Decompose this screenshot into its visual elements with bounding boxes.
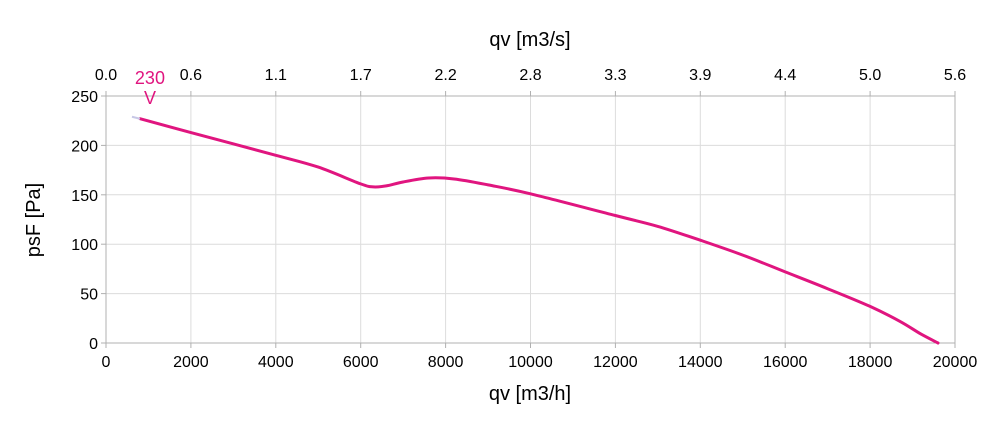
x2-tick-label: 3.9: [689, 67, 711, 84]
x2-tick-label: 1.7: [350, 67, 372, 84]
x-tick-label: 12000: [593, 354, 638, 371]
series-label: 230 V: [135, 68, 165, 108]
x2-tick-label: 4.4: [774, 67, 796, 84]
x-tick-label: 2000: [173, 354, 209, 371]
x-tick-label: 0: [102, 354, 111, 371]
y-tick-label: 50: [80, 287, 98, 304]
y-tick-label: 100: [71, 237, 98, 254]
series-lead-in: [131, 115, 141, 120]
x-tick-label: 20000: [933, 354, 978, 371]
x2-tick-label: 0.6: [180, 67, 202, 84]
x-tick-label: 18000: [848, 354, 893, 371]
series-line: [138, 117, 940, 345]
x2-axis-tick-labels: 0.0 0.6 1.1 1.7 2.2 2.8 3.3 3.9 4.4 5.0 5.6: [95, 67, 966, 96]
x2-tick-label: 1.1: [265, 67, 287, 84]
y-tick-label: 250: [71, 89, 98, 106]
y-axis-tick-labels: 0 50 100 150 200 250: [71, 89, 106, 353]
x-tick-label: 4000: [258, 354, 294, 371]
y-axis-title: psF [Pa]: [23, 183, 45, 257]
x2-tick-label: 5.0: [859, 67, 881, 84]
x2-tick-label: 5.6: [944, 67, 966, 84]
y-tick-label: 0: [89, 336, 98, 353]
x2-tick-label: 3.3: [604, 67, 626, 84]
x-axis-title: qv [m3/h]: [489, 383, 571, 405]
x2-tick-label: 0.0: [95, 67, 117, 84]
x-tick-label: 6000: [343, 354, 379, 371]
x-tick-label: 14000: [678, 354, 723, 371]
grid-lines: [106, 96, 955, 343]
x-tick-label: 10000: [508, 354, 553, 371]
x2-tick-label: 2.8: [519, 67, 541, 84]
x2-axis-title: qv [m3/s]: [489, 29, 570, 51]
x-tick-label: 16000: [763, 354, 808, 371]
series-layer: 230 V: [131, 68, 940, 345]
x-axis-tick-labels: 0 2000 4000 6000 8000 10000 12000 14000 16000 180…: [102, 343, 978, 371]
x2-tick-label: 2.2: [434, 67, 456, 84]
x-tick-label: 8000: [428, 354, 464, 371]
y-tick-label: 200: [71, 138, 98, 155]
y-tick-label: 150: [71, 188, 98, 205]
